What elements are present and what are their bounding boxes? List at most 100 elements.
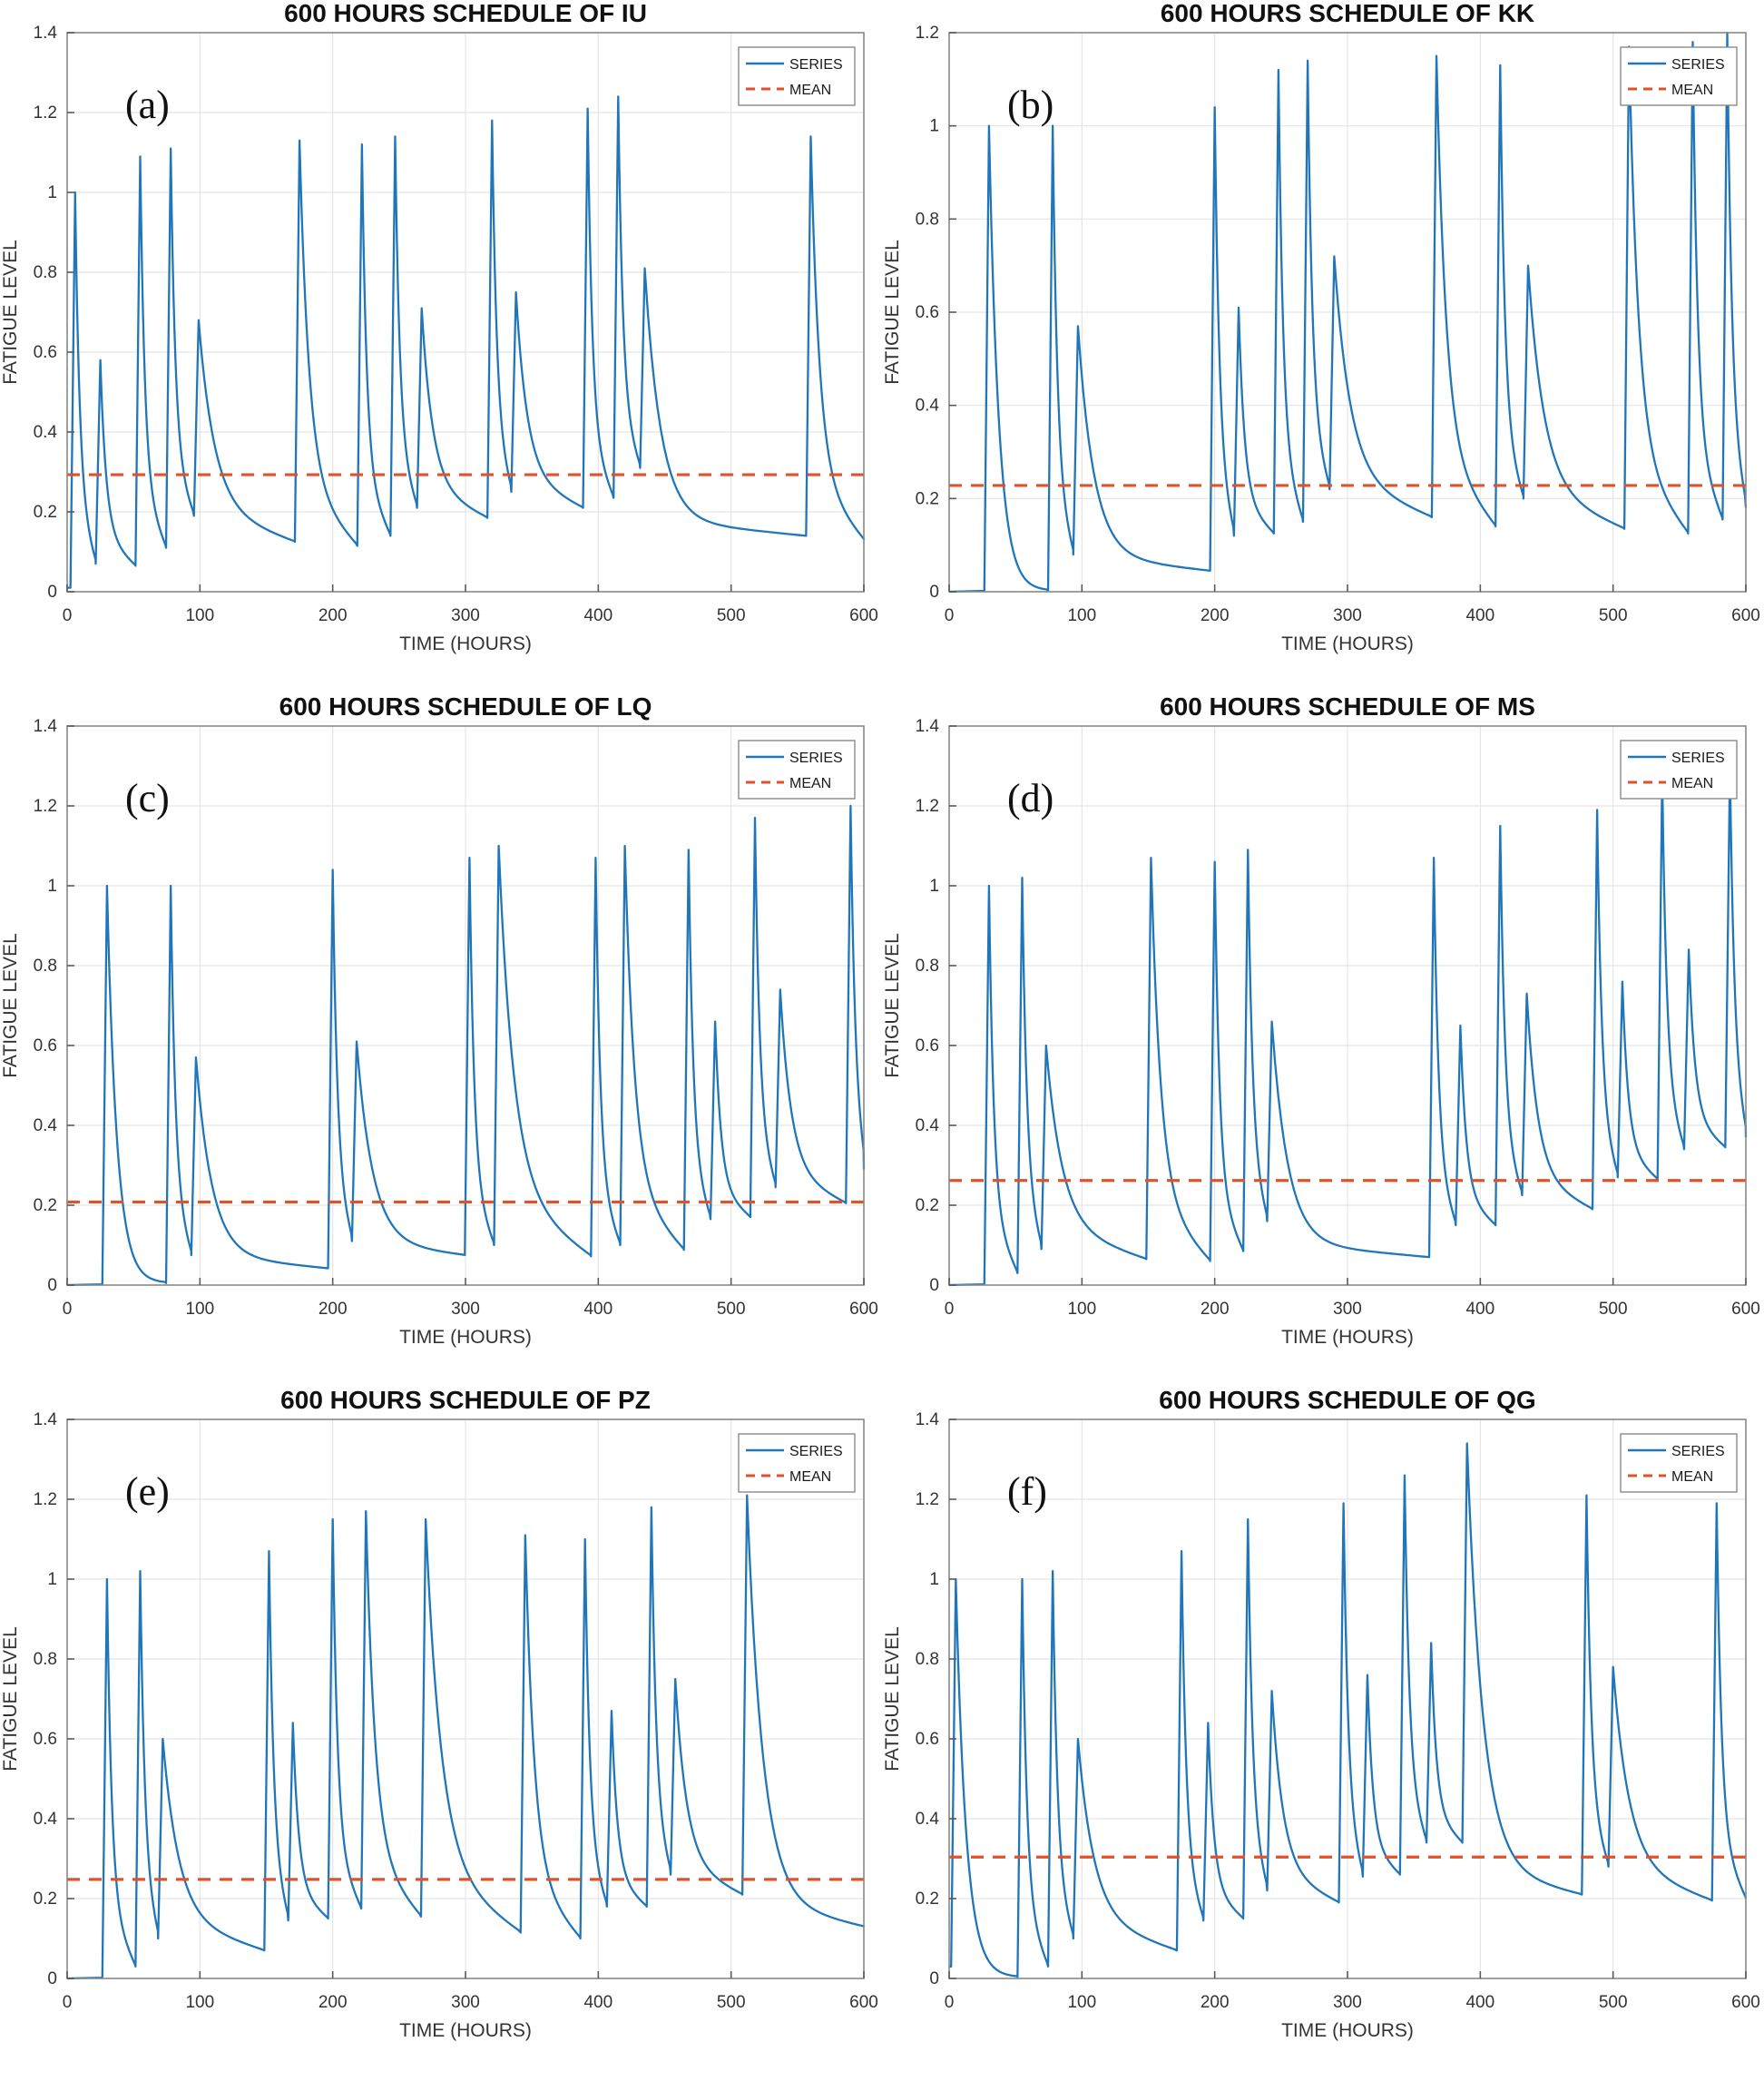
chart-panel-c: 0 100 200 300 400 500 600 0 0.2 0.4 0.6 0.8 1 1.2 1.4 6…: [0, 693, 882, 1387]
chart-panel-a: 0 100 200 300 400 500 600 0 0.2 0.4 0.6 0.8 1 1.2 1.4 6…: [0, 0, 882, 693]
series-line: [948, 31, 1748, 594]
x-tick-label: 400: [583, 1300, 612, 1319]
x-axis-label: TIME (HOURS): [399, 2020, 532, 2041]
y-tick-label: 1: [47, 1570, 57, 1589]
panel-background: [0, 0, 882, 693]
y-axis-label: FATIGUE LEVEL: [0, 1626, 21, 1772]
panel-title: 600 HOURS SCHEDULE OF QG: [1159, 1387, 1535, 1414]
y-tick-label: 0: [929, 583, 939, 602]
x-tick-label: 200: [318, 1993, 348, 2012]
y-tick-label: 1: [47, 877, 57, 896]
y-tick-label: 1.2: [34, 1490, 57, 1509]
x-tick-label: 0: [945, 1993, 955, 2012]
y-tick-label: 0.6: [34, 1036, 57, 1055]
legend-box: [738, 46, 856, 106]
panel-background: [0, 693, 882, 1387]
y-tick-label: 1: [929, 117, 939, 136]
x-tick-label: 500: [1599, 1993, 1628, 2012]
panel-letter: (a): [125, 83, 170, 127]
legend-box: [1620, 46, 1738, 106]
legend-series-label: SERIES: [1671, 751, 1725, 766]
x-tick-label: 200: [1200, 606, 1230, 625]
panel-title: 600 HOURS SCHEDULE OF MS: [1160, 693, 1535, 721]
y-tick-label: 1: [929, 1570, 939, 1589]
y-tick-label: 0: [47, 1276, 57, 1295]
x-tick-label: 300: [1333, 1993, 1362, 2012]
tick-marks: [948, 725, 1747, 1286]
legend: SERIES MEAN: [1620, 1433, 1738, 1493]
x-tick-label: 600: [849, 1300, 878, 1319]
y-tick-label: 1: [929, 877, 939, 896]
y-tick-label: 0.4: [34, 423, 58, 442]
legend-mean-label: MEAN: [1671, 1469, 1713, 1485]
y-tick-label: 0.6: [34, 1730, 57, 1749]
y-tick-label: 0.6: [916, 303, 939, 322]
legend: SERIES MEAN: [1620, 740, 1738, 800]
x-tick-label: 500: [1599, 606, 1628, 625]
series-line: [66, 804, 866, 1287]
x-tick-label: 300: [451, 1300, 480, 1319]
y-tick-label: 0.6: [34, 343, 57, 362]
x-tick-label: 300: [1333, 606, 1362, 625]
tick-marks: [66, 725, 865, 1286]
panel-background: [0, 1387, 882, 2080]
x-tick-label: 400: [1465, 1993, 1494, 2012]
x-tick-label: 200: [318, 606, 348, 625]
legend-mean-label: MEAN: [789, 83, 831, 98]
series-line: [66, 1494, 866, 1980]
panel-letter: (b): [1007, 83, 1054, 127]
panel-letter: (f): [1007, 1469, 1047, 1514]
tick-marks: [948, 32, 1747, 593]
x-tick-label: 400: [1465, 606, 1494, 625]
y-tick-label: 0.4: [916, 1116, 940, 1135]
y-tick-label: 0.4: [34, 1116, 58, 1135]
x-tick-label: 100: [185, 1993, 214, 2012]
tick-marks: [66, 32, 865, 593]
x-tick-label: 100: [1067, 1993, 1096, 2012]
chart-panel-d: 0 100 200 300 400 500 600 0 0.2 0.4 0.6 0.8 1 1.2 1.4 6…: [882, 693, 1764, 1387]
x-tick-label: 600: [1731, 606, 1760, 625]
y-tick-label: 0.2: [34, 503, 57, 522]
x-tick-label: 0: [63, 1993, 73, 2012]
tick-marks: [66, 1418, 865, 1979]
legend: SERIES MEAN: [738, 46, 856, 106]
legend-box: [1620, 1433, 1738, 1493]
x-axis-label: TIME (HOURS): [1281, 1327, 1414, 1348]
y-tick-label: 1.4: [34, 24, 58, 43]
y-tick-label: 0: [929, 1969, 939, 1988]
y-tick-label: 0.6: [916, 1730, 939, 1749]
panel-background: [882, 0, 1764, 693]
panel-background: [882, 1387, 1764, 2080]
y-tick-label: 1.2: [34, 103, 57, 123]
panel-title: 600 HOURS SCHEDULE OF LQ: [279, 693, 652, 721]
x-tick-label: 200: [1200, 1993, 1230, 2012]
legend-series-label: SERIES: [789, 751, 843, 766]
legend-mean-label: MEAN: [789, 1469, 831, 1485]
y-tick-label: 0: [47, 1969, 57, 1988]
legend-mean-label: MEAN: [1671, 83, 1713, 98]
y-axis-label: FATIGUE LEVEL: [0, 933, 21, 1078]
x-tick-label: 100: [185, 606, 214, 625]
x-tick-label: 0: [945, 1300, 955, 1319]
legend-mean-label: MEAN: [1671, 776, 1713, 791]
y-tick-label: 0.2: [916, 1196, 939, 1215]
x-tick-label: 100: [185, 1300, 214, 1319]
y-tick-label: 1.4: [916, 717, 940, 736]
y-axis-label: FATIGUE LEVEL: [0, 240, 21, 385]
x-tick-label: 200: [318, 1300, 348, 1319]
y-tick-label: 0.8: [34, 957, 57, 976]
panel-title: 600 HOURS SCHEDULE OF IU: [284, 0, 647, 27]
y-tick-label: 1.2: [916, 24, 939, 43]
y-tick-label: 1.4: [34, 1410, 58, 1429]
y-tick-label: 0.8: [34, 1650, 57, 1669]
y-tick-label: 0: [47, 583, 57, 602]
panel-title: 600 HOURS SCHEDULE OF KK: [1161, 0, 1534, 27]
x-axis-label: TIME (HOURS): [399, 633, 532, 654]
x-tick-label: 600: [1731, 1300, 1760, 1319]
y-tick-label: 1.4: [916, 1410, 940, 1429]
legend-box: [1620, 740, 1738, 800]
x-tick-label: 300: [451, 606, 480, 625]
x-tick-label: 600: [1731, 1993, 1760, 2012]
y-tick-label: 0.6: [916, 1036, 939, 1055]
